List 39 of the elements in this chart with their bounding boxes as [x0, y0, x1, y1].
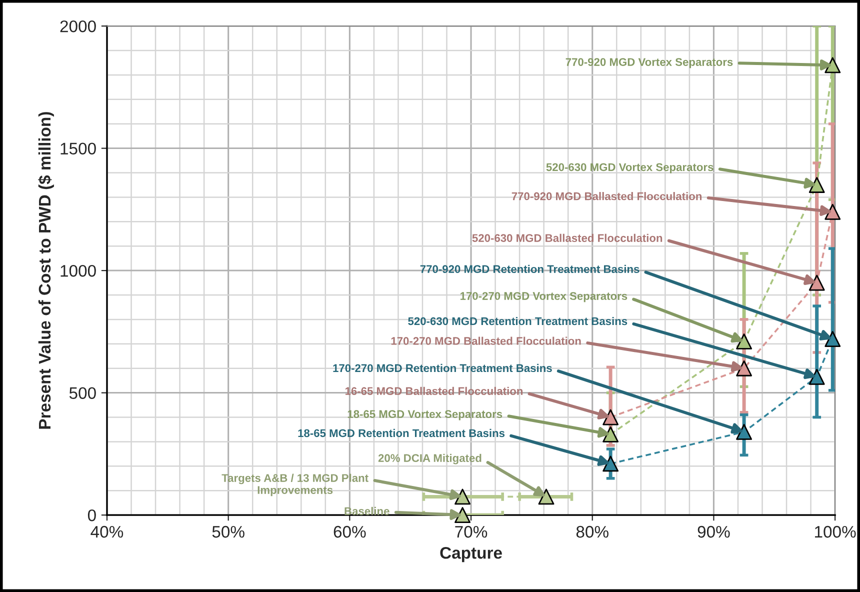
- point: [454, 488, 471, 505]
- annotation: 520-630 MGD Retention Treatment Basins: [408, 316, 628, 326]
- point: [736, 424, 752, 440]
- y-tick-label: 1500: [60, 142, 96, 154]
- point: [736, 333, 752, 350]
- x-tick-label: 60%: [334, 526, 366, 538]
- y-tick-label: 1000: [60, 264, 96, 277]
- annotation: 170-270 MGD Retention Treatment Basins: [333, 364, 552, 372]
- y-tick-label: 2000: [60, 20, 96, 32]
- x-axis-title: Capture: [440, 546, 502, 562]
- x-tick-label: 80%: [576, 526, 608, 538]
- annotation: 770-920 MGD Retention Treatment Basins: [420, 264, 640, 274]
- point: [736, 360, 752, 376]
- point: [824, 331, 841, 347]
- annotation: 170-270 MGD Ballasted Flocculation: [391, 336, 581, 345]
- annotation: 18-65 MGD Vortex Separators: [348, 410, 502, 420]
- point: [454, 507, 471, 524]
- y-axis-title: Present Value of Cost to PWD ($ million): [38, 112, 54, 429]
- x-tick-label: 70%: [455, 526, 488, 538]
- point: [602, 409, 619, 426]
- point: [808, 368, 825, 385]
- point: [808, 176, 825, 193]
- x-tick-label: 40%: [90, 526, 124, 538]
- x-tick-label: 100%: [815, 526, 856, 538]
- point: [602, 456, 619, 472]
- point: [602, 426, 619, 442]
- point: [808, 274, 825, 291]
- x-tick-label: 90%: [698, 526, 730, 538]
- annotation: 520-630 MGD Vortex Separators: [546, 163, 714, 174]
- y-tick-label: 500: [69, 387, 96, 399]
- point: [824, 204, 841, 220]
- annotation: 770-920 MGD Ballasted Flocculation: [512, 192, 702, 200]
- annotation: 770-920 MGD Vortex Separators: [566, 58, 733, 68]
- point: [538, 488, 554, 505]
- point: [824, 57, 841, 74]
- annotation: 18-65 MGD Retention Treatment Basins: [298, 428, 505, 438]
- annotation: 170-270 MGD Vortex Separators: [460, 292, 628, 302]
- x-tick-label: 50%: [212, 526, 244, 538]
- y-tick-label: 0: [88, 509, 96, 522]
